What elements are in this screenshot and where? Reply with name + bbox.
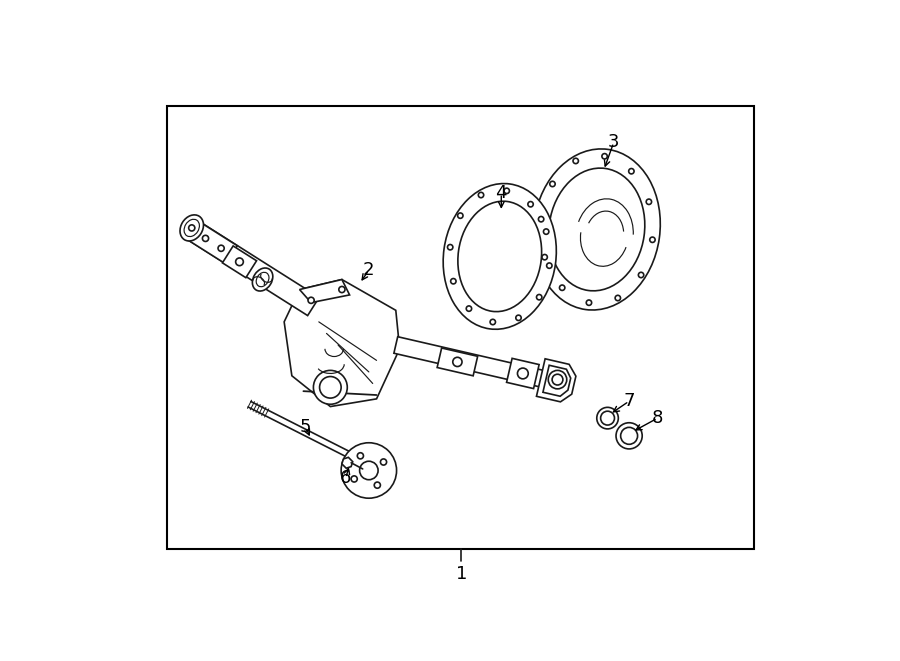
- Circle shape: [338, 286, 345, 293]
- Text: 1: 1: [455, 565, 467, 584]
- Circle shape: [560, 285, 565, 290]
- Circle shape: [638, 272, 644, 278]
- Circle shape: [518, 368, 528, 379]
- Text: 8: 8: [652, 409, 663, 427]
- Circle shape: [453, 358, 462, 367]
- Polygon shape: [507, 358, 539, 389]
- Circle shape: [600, 411, 615, 425]
- Circle shape: [616, 423, 643, 449]
- Circle shape: [646, 199, 652, 204]
- Circle shape: [320, 377, 341, 398]
- Circle shape: [629, 169, 634, 174]
- Circle shape: [360, 461, 378, 480]
- Circle shape: [351, 476, 357, 482]
- Ellipse shape: [256, 272, 269, 287]
- Text: 5: 5: [300, 418, 311, 436]
- Circle shape: [218, 245, 224, 251]
- Ellipse shape: [458, 201, 542, 311]
- Bar: [167, 106, 754, 549]
- Circle shape: [457, 213, 463, 218]
- Ellipse shape: [180, 215, 203, 241]
- Circle shape: [542, 254, 547, 260]
- Circle shape: [615, 295, 620, 301]
- Circle shape: [548, 370, 567, 389]
- Circle shape: [552, 374, 562, 385]
- Circle shape: [308, 297, 314, 303]
- Circle shape: [544, 229, 549, 234]
- Circle shape: [621, 428, 637, 444]
- Polygon shape: [543, 366, 571, 396]
- Circle shape: [528, 202, 534, 207]
- Circle shape: [504, 188, 509, 194]
- Ellipse shape: [252, 268, 273, 291]
- Circle shape: [491, 319, 496, 325]
- Circle shape: [650, 237, 655, 243]
- Circle shape: [447, 245, 453, 250]
- Ellipse shape: [549, 168, 644, 291]
- Circle shape: [536, 295, 542, 300]
- Polygon shape: [222, 246, 256, 278]
- Circle shape: [538, 217, 544, 222]
- Text: 4: 4: [496, 184, 507, 202]
- Text: 6: 6: [340, 469, 351, 487]
- Circle shape: [202, 235, 209, 241]
- Circle shape: [586, 300, 591, 305]
- Polygon shape: [300, 280, 349, 303]
- Circle shape: [341, 443, 397, 498]
- Polygon shape: [189, 223, 238, 264]
- Circle shape: [466, 306, 472, 311]
- Circle shape: [451, 278, 456, 284]
- Text: 2: 2: [363, 261, 374, 280]
- Polygon shape: [394, 336, 548, 388]
- Circle shape: [516, 315, 521, 321]
- Text: 7: 7: [624, 392, 634, 410]
- Polygon shape: [342, 457, 353, 468]
- Circle shape: [546, 263, 552, 268]
- Text: 3: 3: [608, 134, 619, 151]
- Circle shape: [573, 158, 579, 164]
- Polygon shape: [186, 220, 320, 315]
- Circle shape: [357, 453, 364, 459]
- Polygon shape: [536, 359, 576, 402]
- Polygon shape: [437, 348, 478, 376]
- Circle shape: [374, 482, 381, 488]
- Ellipse shape: [533, 149, 661, 310]
- Ellipse shape: [443, 184, 556, 329]
- Circle shape: [381, 459, 387, 465]
- Ellipse shape: [184, 219, 200, 237]
- Circle shape: [550, 181, 555, 186]
- Circle shape: [597, 407, 618, 429]
- Polygon shape: [284, 280, 400, 407]
- Circle shape: [236, 258, 243, 266]
- Circle shape: [478, 192, 483, 198]
- Circle shape: [313, 370, 347, 405]
- Circle shape: [602, 153, 608, 159]
- Circle shape: [189, 225, 194, 231]
